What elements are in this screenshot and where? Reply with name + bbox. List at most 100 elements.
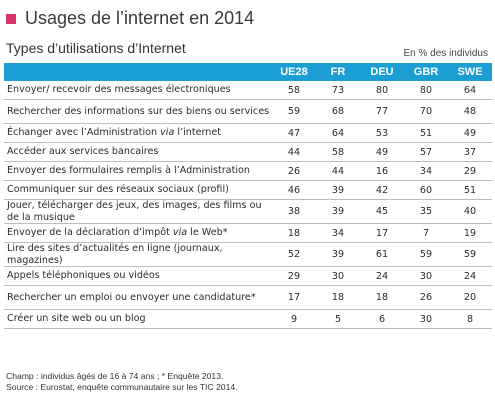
value-cell: 59 (404, 242, 448, 267)
row-label: Envoyer/ recevoir des messages électroni… (4, 81, 272, 100)
title-marker (6, 13, 16, 24)
page-title: Usages de l’internet en 2014 (25, 8, 255, 28)
table-row: Envoyer des formulaires remplis à l’Admi… (4, 161, 492, 181)
row-label-part: via (172, 227, 188, 239)
value-cell: 49 (448, 123, 492, 143)
value-cell: 39 (316, 199, 360, 224)
row-label: Jouer, télécharger des jeux, des images,… (4, 199, 272, 224)
footnote-scope: Champ : individus âgés de 16 à 74 ans ; … (6, 371, 224, 381)
value-cell: 51 (404, 123, 448, 143)
value-cell: 70 (404, 99, 448, 124)
row-label: Lire des sites d’actualités en ligne (jo… (4, 242, 272, 267)
value-cell: 18 (316, 285, 360, 310)
value-cell: 30 (404, 266, 448, 286)
table-row: Envoyer/ recevoir des messages électroni… (4, 81, 492, 100)
data-table: UE28 FR DEU GBR SWE Envoyer/ recevoir de… (4, 63, 492, 329)
column-header: GBR (404, 63, 448, 81)
value-cell: 34 (404, 161, 448, 181)
value-cell: 7 (404, 223, 448, 243)
value-cell: 48 (448, 99, 492, 124)
value-cell: 9 (272, 309, 316, 329)
value-cell: 24 (360, 266, 404, 286)
header-row: UE28 FR DEU GBR SWE (4, 63, 492, 81)
value-cell: 17 (272, 285, 316, 310)
value-cell: 80 (404, 81, 448, 100)
footnotes: Champ : individus âgés de 16 à 74 ans ; … (6, 371, 238, 393)
value-cell: 47 (272, 123, 316, 143)
value-cell: 58 (316, 142, 360, 162)
value-cell: 59 (272, 99, 316, 124)
value-cell: 51 (448, 180, 492, 200)
value-cell: 39 (316, 242, 360, 267)
table-row: Jouer, télécharger des jeux, des images,… (4, 199, 492, 224)
value-cell: 35 (404, 199, 448, 224)
row-label: Échanger avec l’Administration via l’int… (4, 123, 272, 143)
row-label: Rechercher des informations sur des bien… (4, 99, 272, 124)
column-header: SWE (448, 63, 492, 81)
value-cell: 64 (448, 81, 492, 100)
row-label: Communiquer sur des réseaux sociaux (pro… (4, 180, 272, 200)
header-label-cell (4, 63, 272, 81)
row-label: Rechercher un emploi ou envoyer une cand… (4, 285, 272, 310)
row-label: Envoyer des formulaires remplis à l’Admi… (4, 161, 272, 181)
title-row: Usages de l’internet en 2014 (6, 8, 254, 29)
value-cell: 8 (448, 309, 492, 329)
value-cell: 64 (316, 123, 360, 143)
value-cell: 68 (316, 99, 360, 124)
table-subtitle: Types d’utilisations d’Internet (6, 40, 186, 56)
value-cell: 20 (448, 285, 492, 310)
value-cell: 38 (272, 199, 316, 224)
value-cell: 60 (404, 180, 448, 200)
row-label-part: Échanger avec l’Administration (7, 127, 161, 139)
value-cell: 30 (404, 309, 448, 329)
value-cell: 34 (316, 223, 360, 243)
value-cell: 52 (272, 242, 316, 267)
value-cell: 44 (316, 161, 360, 181)
value-cell: 58 (272, 81, 316, 100)
row-label-part: l’internet (174, 127, 222, 139)
value-cell: 26 (404, 285, 448, 310)
table-row: Envoyer de la déclaration d’impôt via le… (4, 223, 492, 243)
value-cell: 26 (272, 161, 316, 181)
value-cell: 39 (316, 180, 360, 200)
value-cell: 29 (448, 161, 492, 181)
value-cell: 40 (448, 199, 492, 224)
value-cell: 77 (360, 99, 404, 124)
table-row: Rechercher un emploi ou envoyer une cand… (4, 285, 492, 310)
row-label: Envoyer de la déclaration d’impôt via le… (4, 223, 272, 243)
value-cell: 57 (404, 142, 448, 162)
value-cell: 29 (272, 266, 316, 286)
column-header: UE28 (272, 63, 316, 81)
value-cell: 45 (360, 199, 404, 224)
table-row: Accéder aux services bancaires 44 58 49 57 37 (4, 142, 492, 162)
value-cell: 5 (316, 309, 360, 329)
table-row: Appels téléphoniques ou vidéos 29 30 24 30 24 (4, 266, 492, 286)
value-cell: 6 (360, 309, 404, 329)
value-cell: 37 (448, 142, 492, 162)
row-label: Créer un site web ou un blog (4, 309, 272, 329)
value-cell: 59 (448, 242, 492, 267)
table-row: Créer un site web ou un blog 9 5 6 30 8 (4, 309, 492, 329)
row-label-part: Envoyer de la déclaration d’impôt (7, 227, 173, 239)
value-cell: 49 (360, 142, 404, 162)
unit-label: En % des individus (403, 48, 489, 59)
value-cell: 30 (316, 266, 360, 286)
value-cell: 42 (360, 180, 404, 200)
column-header: DEU (360, 63, 404, 81)
value-cell: 73 (316, 81, 360, 100)
table-row: Échanger avec l’Administration via l’int… (4, 123, 492, 143)
value-cell: 53 (360, 123, 404, 143)
value-cell: 16 (360, 161, 404, 181)
table-row: Rechercher des informations sur des bien… (4, 99, 492, 124)
value-cell: 44 (272, 142, 316, 162)
table-row: Lire des sites d’actualités en ligne (jo… (4, 242, 492, 267)
footnote-source: Source : Eurostat, enquête communautaire… (6, 382, 238, 392)
value-cell: 61 (360, 242, 404, 267)
row-label-part: le Web* (187, 227, 228, 239)
value-cell: 17 (360, 223, 404, 243)
value-cell: 18 (360, 285, 404, 310)
row-label: Accéder aux services bancaires (4, 142, 272, 162)
value-cell: 19 (448, 223, 492, 243)
value-cell: 18 (272, 223, 316, 243)
value-cell: 46 (272, 180, 316, 200)
